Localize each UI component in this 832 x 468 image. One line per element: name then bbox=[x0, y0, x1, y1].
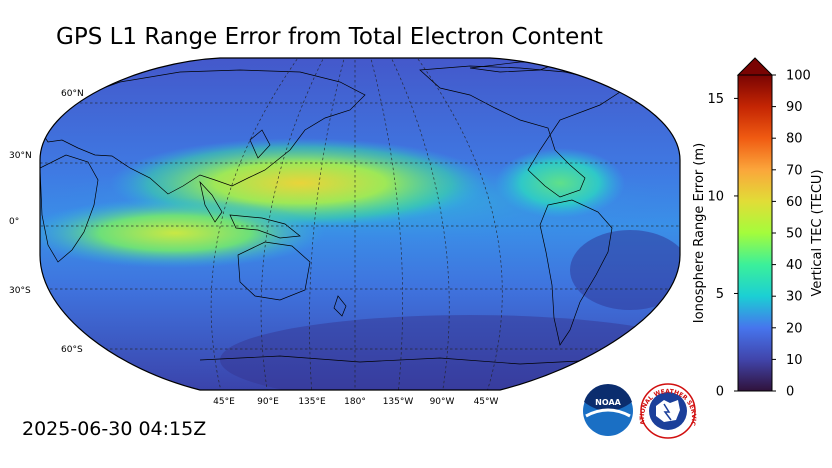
tec-tick-label: 80 bbox=[786, 132, 803, 147]
coast-australia bbox=[237, 241, 311, 301]
range-error-tick-label: 0 bbox=[716, 385, 724, 400]
coast-africa bbox=[40, 154, 99, 263]
graticule bbox=[40, 58, 680, 390]
tec-tick-label: 30 bbox=[786, 290, 803, 305]
meridian-135e bbox=[309, 58, 346, 390]
lon-label-135w: 135°W bbox=[382, 397, 414, 407]
lat-label-equator: 0° bbox=[9, 217, 20, 227]
colorbar-left-ticks: 0 5 10 15 bbox=[707, 92, 738, 400]
coast-new-zealand bbox=[333, 295, 347, 317]
meridian-135w bbox=[369, 58, 404, 390]
lon-label-45w: 45°W bbox=[473, 397, 499, 407]
colorbar-right-ticks: 0 10 20 30 40 50 60 70 80 90 100 bbox=[772, 69, 811, 400]
colorbar: 0 10 20 30 40 50 60 70 80 90 100 0 5 10 15 Ionosphere… bbox=[692, 57, 825, 400]
lat-label-60s: 60°S bbox=[61, 345, 83, 355]
range-error-axis-title: Ionosphere Range Error (m) bbox=[692, 143, 707, 323]
lon-label-90e: 90°E bbox=[257, 397, 279, 407]
lon-label-45e: 45°E bbox=[213, 397, 235, 407]
colorbar-gradient bbox=[738, 75, 772, 391]
tec-tick-label: 60 bbox=[786, 195, 803, 210]
lon-label-180: 180° bbox=[344, 397, 366, 407]
lon-label-135e: 135°E bbox=[298, 397, 326, 407]
colorbar-extend-arrow bbox=[736, 57, 774, 76]
tec-tick-label: 70 bbox=[786, 163, 803, 178]
tec-tick-label: 50 bbox=[786, 227, 803, 242]
map-title: GPS L1 Range Error from Total Electron C… bbox=[56, 24, 603, 50]
map-outline bbox=[39, 57, 681, 391]
vertical-tec-axis-title: Vertical TEC (TECU) bbox=[810, 169, 825, 296]
tec-tick-label: 40 bbox=[786, 258, 803, 273]
range-error-tick-label: 10 bbox=[707, 189, 724, 204]
tec-tick-label: 0 bbox=[786, 385, 794, 400]
lat-label-30n: 30°N bbox=[9, 151, 32, 161]
coast-eurasia bbox=[40, 69, 366, 195]
range-error-tick-label: 15 bbox=[707, 92, 724, 107]
coast-south-america bbox=[539, 199, 613, 346]
tec-tick-label: 100 bbox=[786, 69, 811, 84]
tec-tick-label: 10 bbox=[786, 353, 803, 368]
tec-tick-label: 90 bbox=[786, 100, 803, 115]
meridian-90e bbox=[260, 58, 326, 390]
tec-field-americas bbox=[495, 148, 625, 218]
lon-label-90w: 90°W bbox=[429, 397, 455, 407]
noaa-logo: NOAA bbox=[583, 384, 633, 436]
tec-map bbox=[40, 58, 680, 390]
lat-label-60n: 60°N bbox=[61, 89, 84, 99]
coast-southeast-asia bbox=[199, 180, 223, 223]
noaa-logo-text: NOAA bbox=[595, 398, 621, 407]
coast-indonesia bbox=[229, 214, 301, 239]
tec-field-south-crest bbox=[40, 198, 325, 268]
tec-tick-label: 20 bbox=[786, 321, 803, 336]
range-error-tick-label: 5 bbox=[716, 287, 724, 302]
timestamp: 2025-06-30 04:15Z bbox=[22, 418, 207, 440]
tec-field-low-region bbox=[570, 230, 680, 310]
coast-japan bbox=[249, 129, 271, 159]
lat-label-30s: 30°S bbox=[9, 286, 31, 296]
